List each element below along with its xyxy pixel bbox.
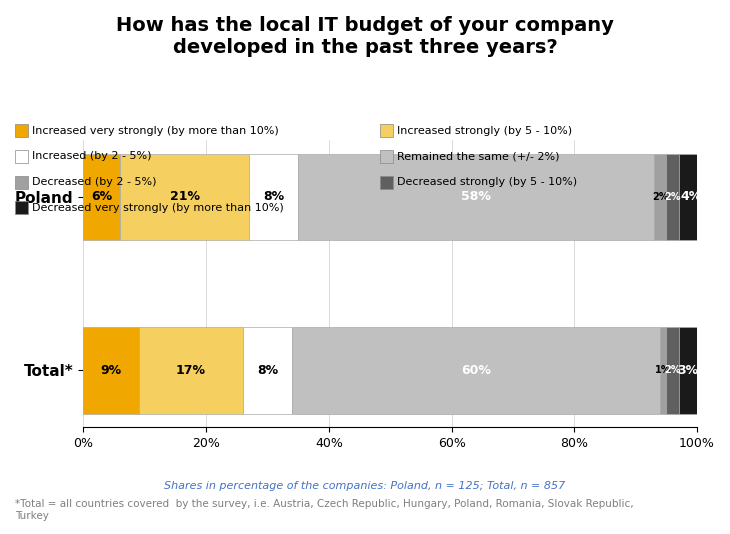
Bar [243, 327, 292, 414]
Text: 58%: 58% [461, 191, 491, 203]
Text: 6%: 6% [91, 191, 112, 203]
Text: 21%: 21% [169, 191, 199, 203]
Bar [249, 153, 298, 240]
Text: Increased very strongly (by more than 10%): Increased very strongly (by more than 10… [32, 126, 279, 136]
Text: 9%: 9% [101, 364, 121, 377]
Text: 2%: 2% [664, 192, 681, 202]
Text: 2%: 2% [664, 365, 681, 375]
Text: 2%: 2% [652, 192, 669, 202]
Bar [679, 327, 697, 414]
Bar [298, 153, 654, 240]
Text: Decreased very strongly (by more than 10%): Decreased very strongly (by more than 10… [32, 203, 284, 213]
Text: Decreased (by 2 - 5%): Decreased (by 2 - 5%) [32, 177, 157, 187]
Text: Increased strongly (by 5 - 10%): Increased strongly (by 5 - 10%) [397, 126, 572, 136]
Bar [679, 153, 703, 240]
Bar [83, 153, 120, 240]
Bar [654, 153, 666, 240]
Text: 8%: 8% [257, 364, 278, 377]
Bar [666, 153, 679, 240]
Bar [120, 153, 249, 240]
Text: 1%: 1% [655, 365, 672, 375]
Text: Remained the same (+/- 2%): Remained the same (+/- 2%) [397, 152, 560, 161]
Bar [83, 327, 139, 414]
Text: Increased (by 2 - 5%): Increased (by 2 - 5%) [32, 152, 152, 161]
Bar [292, 327, 660, 414]
Bar [660, 327, 666, 414]
Text: 17%: 17% [176, 364, 206, 377]
Text: 8%: 8% [263, 191, 284, 203]
Text: 60%: 60% [461, 364, 491, 377]
Text: Decreased strongly (by 5 - 10%): Decreased strongly (by 5 - 10%) [397, 177, 577, 187]
Text: 3%: 3% [677, 364, 699, 377]
Text: 4%: 4% [680, 191, 702, 203]
Text: How has the local IT budget of your company
developed in the past three years?: How has the local IT budget of your comp… [116, 16, 614, 57]
Text: Shares in percentage of the companies: Poland, n = 125; Total, n = 857: Shares in percentage of the companies: P… [164, 481, 566, 491]
Bar [139, 327, 243, 414]
Bar [666, 327, 679, 414]
Text: *Total = all countries covered  by the survey, i.e. Austria, Czech Republic, Hun: *Total = all countries covered by the su… [15, 499, 633, 521]
